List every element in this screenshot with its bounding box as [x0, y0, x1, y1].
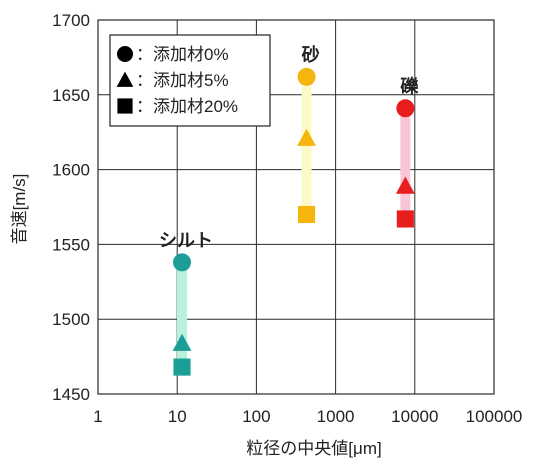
- x-tick-label: 10000: [391, 407, 438, 426]
- y-tick-label: 1550: [52, 235, 90, 254]
- legend-label: ：添加材5%: [136, 71, 229, 90]
- data-point-triangle: [395, 176, 415, 194]
- data-point-triangle: [172, 333, 192, 351]
- tick-labels: 1 10 100 1000 10000 100000 1450 1500 1550 1600 165…: [52, 11, 522, 426]
- plot-frame: [97, 19, 495, 395]
- x-tick-label: 1: [93, 407, 102, 426]
- group-labels: シルト 砂礫: [159, 44, 419, 251]
- data-point-square: [173, 358, 191, 376]
- x-tick-label: 1000: [317, 407, 355, 426]
- legend-marker-circle: [117, 46, 133, 62]
- legend: ：添加材0% ：添加材5% ：添加材20%: [109, 34, 271, 127]
- data-point-circle: [297, 67, 316, 86]
- data-point-triangle: [297, 128, 317, 146]
- x-axis-title: 粒径の中央値[μm]: [246, 439, 381, 458]
- x-tick-label: 100000: [466, 407, 523, 426]
- y-tick-label: 1600: [52, 161, 90, 180]
- legend-marker-square: [117, 98, 133, 114]
- group-label: 砂: [302, 44, 320, 65]
- y-tick-label: 1450: [52, 385, 90, 404]
- data-point-square: [396, 210, 414, 228]
- data-point-circle: [396, 99, 415, 118]
- range-band: [400, 108, 411, 219]
- y-tick-label: 1500: [52, 310, 90, 329]
- x-tick-label: 10: [168, 407, 187, 426]
- y-axis-title: 音速[m/s]: [10, 174, 29, 245]
- legend-label: ：添加材0%: [136, 45, 229, 64]
- plot-border: [97, 19, 495, 395]
- legend-marker-triangle: [116, 71, 134, 87]
- group-label: シルト: [159, 230, 213, 250]
- data-point-square: [298, 205, 316, 224]
- legend-label: ：添加材20%: [136, 97, 238, 116]
- legend-box: [109, 34, 271, 127]
- x-tick-label: 100: [242, 407, 270, 426]
- group-label: 礫: [400, 75, 419, 96]
- y-tick-label: 1700: [52, 11, 90, 30]
- data-point-circle: [173, 253, 192, 272]
- data-points: [172, 67, 415, 376]
- range-band: [177, 262, 188, 368]
- y-tick-label: 1650: [52, 86, 90, 105]
